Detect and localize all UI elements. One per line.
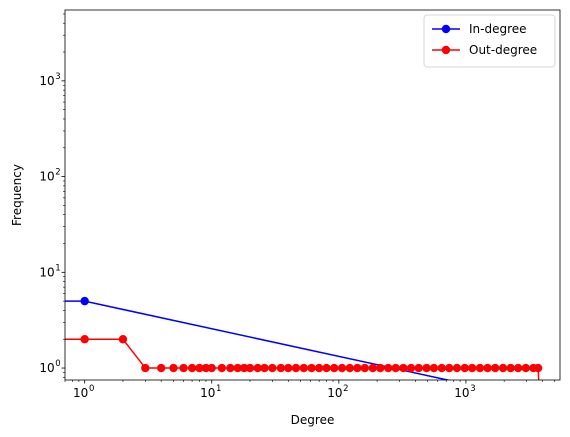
x-tick-label: 10 <box>73 386 88 400</box>
plot-frame <box>64 9 561 381</box>
series-layer <box>65 296 543 380</box>
out-degree-point <box>353 363 362 373</box>
out-degree-point <box>156 363 166 373</box>
out-degree-point <box>467 363 477 373</box>
out-degree-point <box>483 363 492 373</box>
out-degree-point <box>429 363 439 373</box>
y-tick-label: 10 <box>39 170 54 184</box>
out-degree-point <box>533 363 543 373</box>
out-degree-point <box>240 363 249 373</box>
out-degree-point <box>384 363 393 373</box>
y-tick-label: 10 <box>39 265 54 279</box>
out-degree-point <box>330 363 339 373</box>
out-degree-point <box>360 363 369 373</box>
in-degree-point <box>80 296 89 306</box>
legend-box <box>423 14 556 68</box>
out-degree-point <box>80 335 89 344</box>
out-degree-point <box>201 363 211 373</box>
out-degree-point <box>291 363 301 373</box>
out-degree-point <box>406 363 416 373</box>
x-tick-label-exponent: 3 <box>470 384 475 394</box>
out-degree-point <box>307 363 316 373</box>
out-degree-point <box>452 363 462 373</box>
out-degree-point <box>337 363 347 373</box>
out-degree-point <box>187 363 197 373</box>
x-tick-label: 10 <box>454 386 469 400</box>
out-degree-point <box>506 363 515 373</box>
out-degree-point <box>460 363 469 373</box>
x-axis-label: Degree <box>291 413 335 427</box>
out-degree-point <box>514 363 523 373</box>
legend-marker-out-degree <box>441 45 451 55</box>
out-degree-point <box>498 363 508 373</box>
x-tick-label: 10 <box>327 386 342 400</box>
out-degree-point <box>399 363 408 373</box>
y-tick-label-exponent: 3 <box>55 72 60 82</box>
legend-label-in-degree: In-degree <box>469 22 527 36</box>
out-degree-point <box>368 363 377 373</box>
out-degree-point <box>141 363 150 373</box>
legend: In-degree Out-degree <box>423 14 556 68</box>
y-tick-label: 10 <box>39 74 54 88</box>
x-tick-label-exponent: 0 <box>89 384 94 394</box>
ticks-layer: 10 0 10 1 10 2 10 310 010 110 210 3 <box>39 13 556 400</box>
out-degree-point <box>207 363 216 373</box>
y-tick-label-exponent: 2 <box>55 168 60 178</box>
out-degree-point <box>284 363 293 373</box>
out-degree-point <box>268 363 277 373</box>
out-degree-point <box>437 363 446 373</box>
out-degree-point <box>195 363 204 373</box>
y-tick-label: 10 <box>39 361 54 375</box>
out-degree-point <box>299 363 308 373</box>
x-tick-label-exponent: 1 <box>216 384 221 394</box>
legend-label-out-degree: Out-degree <box>469 43 537 57</box>
out-degree-point <box>226 363 235 373</box>
out-degree-point <box>322 363 331 373</box>
out-degree-point <box>245 363 255 373</box>
out-degree-point <box>179 363 188 373</box>
x-tick-label: 10 <box>200 386 215 400</box>
y-tick-label-exponent: 1 <box>55 263 60 273</box>
out-degree-point <box>475 363 485 373</box>
out-degree-point <box>345 363 355 373</box>
x-tick-label-exponent: 2 <box>343 384 348 394</box>
y-axis-label: Frequency <box>10 164 24 226</box>
out-degree-point <box>521 363 531 373</box>
out-degree-point <box>314 363 324 373</box>
out-degree-point <box>391 363 400 373</box>
out-degree-point <box>491 363 500 373</box>
out-degree-point <box>422 363 431 373</box>
out-degree-point <box>414 363 423 373</box>
out-degree-point <box>445 363 454 373</box>
out-degree-point <box>276 363 286 373</box>
out-degree-point <box>217 363 227 373</box>
out-degree-point <box>260 363 269 373</box>
out-degree-point <box>233 363 242 373</box>
out-degree-point <box>169 363 178 373</box>
out-degree-point <box>376 363 385 373</box>
legend-marker-in-degree <box>441 24 451 34</box>
y-tick-label-exponent: 0 <box>55 359 60 369</box>
out-degree-point <box>118 335 128 344</box>
out-degree-point <box>253 363 262 373</box>
